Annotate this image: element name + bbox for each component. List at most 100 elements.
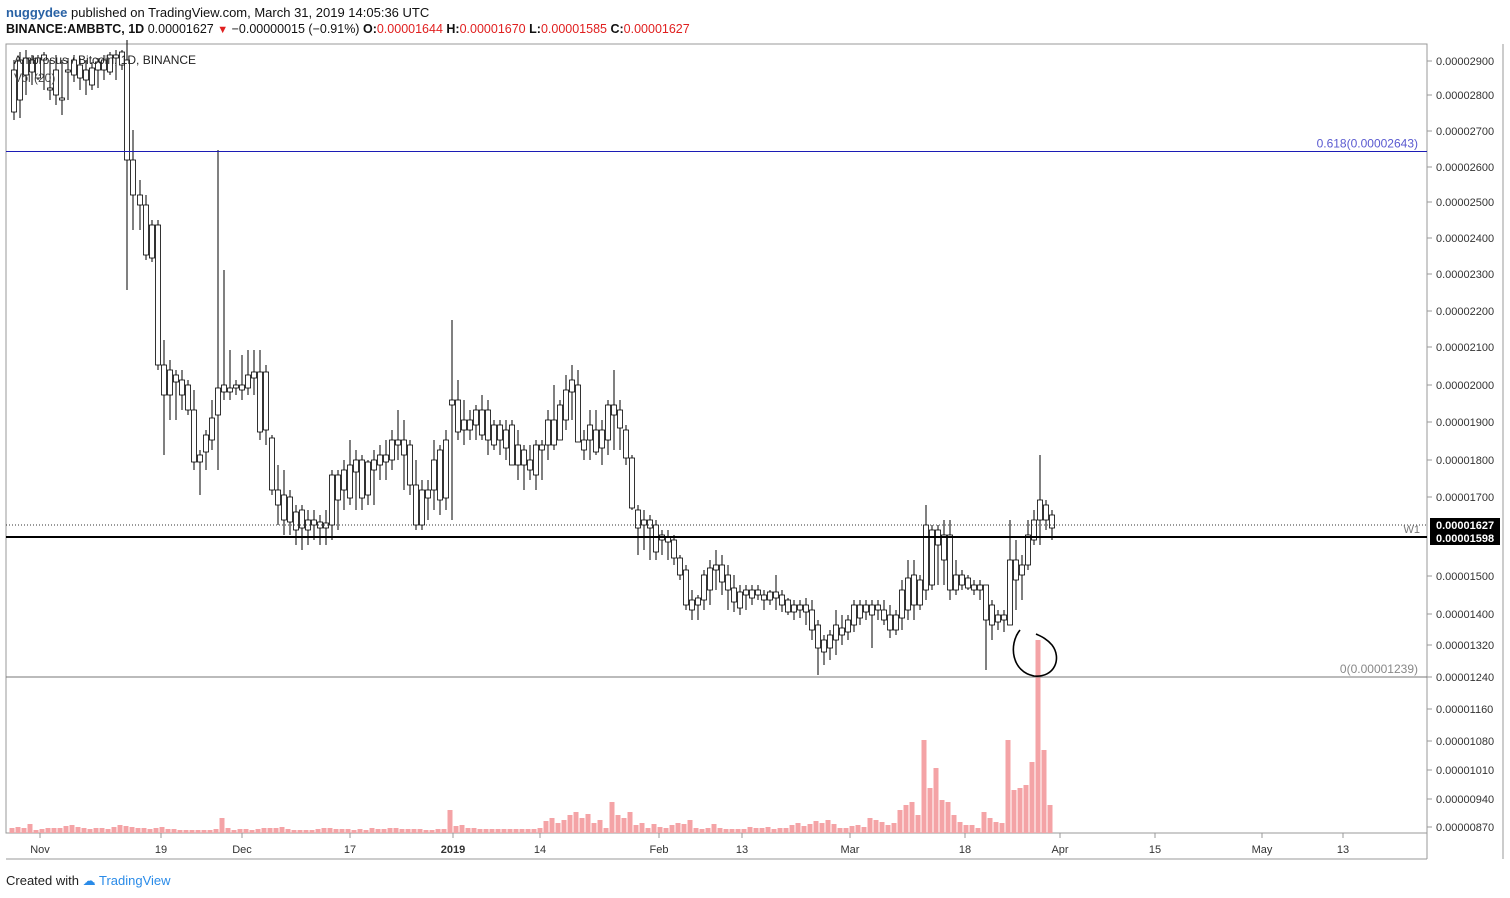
y-tick-label: 0.00000870 bbox=[1436, 822, 1494, 834]
candle-body bbox=[641, 519, 647, 526]
candle-body bbox=[605, 404, 611, 441]
volume-bar bbox=[639, 823, 645, 833]
candle-body bbox=[989, 604, 995, 626]
candle-body bbox=[233, 384, 239, 389]
volume-bar bbox=[123, 826, 129, 833]
volume-bar bbox=[951, 815, 957, 833]
candle-body bbox=[755, 589, 761, 596]
candle-body bbox=[41, 54, 47, 61]
candle-body bbox=[875, 604, 881, 611]
volume-bar bbox=[891, 823, 897, 833]
volume-bar bbox=[99, 828, 105, 833]
tradingview-link[interactable]: TradingView bbox=[99, 873, 171, 888]
candle-body bbox=[917, 579, 923, 606]
price-label-boxes: 0.00001627 0.00001598 bbox=[1430, 518, 1500, 545]
candle-body bbox=[1025, 534, 1031, 566]
candle-body bbox=[353, 459, 359, 473]
candle-body bbox=[923, 524, 929, 591]
volume-bar bbox=[981, 812, 987, 833]
open-label: O: bbox=[362, 22, 377, 36]
volume-bar bbox=[573, 812, 579, 833]
volume-bar bbox=[255, 829, 261, 833]
candle-body bbox=[413, 484, 419, 526]
volume-bar bbox=[855, 825, 861, 833]
volume-bar bbox=[909, 802, 915, 833]
candle-body bbox=[545, 419, 551, 446]
volume-bar bbox=[1035, 640, 1041, 833]
volume-bar bbox=[429, 830, 435, 833]
volume-bar bbox=[597, 820, 603, 833]
volume-bar bbox=[471, 828, 477, 833]
volume-bar bbox=[555, 823, 561, 833]
volume-bar bbox=[381, 829, 387, 833]
y-tick-label: 0.00002700 bbox=[1436, 126, 1494, 138]
volume-bar bbox=[375, 829, 381, 833]
y-axis: 0.00002900 0.00002800 0.00002700 0.00002600… bbox=[1427, 56, 1494, 834]
y-tick-label: 0.00002300 bbox=[1436, 269, 1494, 281]
x-tick-label: Dec bbox=[232, 844, 252, 856]
candle-body bbox=[149, 224, 155, 259]
volume-bar bbox=[519, 829, 525, 833]
volume-bars bbox=[9, 640, 1053, 833]
candle-body bbox=[101, 59, 107, 71]
volume-bar bbox=[201, 830, 207, 833]
candle-body bbox=[947, 534, 953, 591]
candle-body bbox=[857, 604, 863, 619]
volume-bar bbox=[771, 829, 777, 833]
candle-body bbox=[731, 587, 737, 603]
volume-bar bbox=[351, 830, 357, 833]
volume-bar bbox=[87, 829, 93, 833]
open-value: 0.00001644 bbox=[376, 22, 443, 36]
candle-body bbox=[779, 594, 785, 606]
volume-bar bbox=[291, 830, 297, 833]
support-price-box bbox=[1430, 531, 1500, 545]
volume-bar bbox=[105, 829, 111, 833]
y-tick-label: 0.00001800 bbox=[1436, 455, 1494, 467]
volume-bar bbox=[681, 824, 687, 833]
volume-bar bbox=[525, 829, 531, 833]
volume-bar bbox=[207, 830, 213, 833]
volume-bar bbox=[807, 824, 813, 833]
volume-bar bbox=[15, 827, 21, 833]
volume-bar bbox=[969, 825, 975, 833]
volume-bar bbox=[159, 827, 165, 833]
x-tick-label: 13 bbox=[736, 844, 748, 856]
candle-body bbox=[11, 69, 17, 113]
volume-bar bbox=[897, 810, 903, 833]
candle-body bbox=[569, 379, 575, 393]
candle-body bbox=[245, 374, 251, 389]
volume-bar bbox=[387, 828, 393, 833]
close-value: 0.00001627 bbox=[623, 22, 690, 36]
volume-bar bbox=[729, 829, 735, 833]
volume-bar bbox=[183, 830, 189, 833]
volume-bar bbox=[1023, 785, 1029, 833]
volume-bar bbox=[591, 823, 597, 833]
y-tick-label: 0.00001400 bbox=[1436, 609, 1494, 621]
x-tick-label: May bbox=[1252, 844, 1273, 856]
candle-body bbox=[821, 639, 827, 653]
volume-bar bbox=[537, 828, 543, 833]
support-price-tag: 0.00001598 bbox=[1436, 533, 1494, 545]
candle-body bbox=[395, 439, 401, 446]
volume-bar bbox=[579, 818, 585, 833]
candle-body bbox=[575, 384, 581, 443]
candle-body bbox=[407, 444, 413, 486]
volume-bar bbox=[873, 820, 879, 833]
volume-legend: Vol (20) bbox=[14, 71, 56, 85]
author-name[interactable]: nuggydee bbox=[6, 5, 68, 20]
candle-body bbox=[473, 409, 479, 426]
y-tick-label: 0.00002900 bbox=[1436, 56, 1494, 68]
y-tick-label: 0.00002000 bbox=[1436, 380, 1494, 392]
volume-bar bbox=[789, 825, 795, 833]
candle-body bbox=[497, 424, 503, 441]
candle-body bbox=[557, 404, 563, 441]
price-change: −0.00000015 (−0.91%) bbox=[231, 22, 360, 36]
volume-bar bbox=[603, 828, 609, 833]
volume-bar bbox=[687, 820, 693, 833]
volume-bar bbox=[615, 815, 621, 833]
candle-body bbox=[191, 409, 197, 463]
volume-bar bbox=[1005, 740, 1011, 833]
candle-body bbox=[137, 194, 143, 206]
candle-body bbox=[653, 524, 659, 553]
